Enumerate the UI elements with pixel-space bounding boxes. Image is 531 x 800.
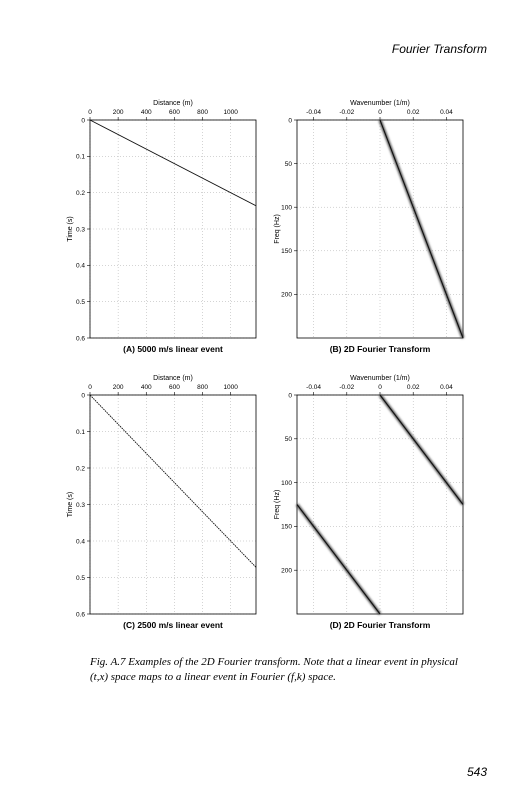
- x-axis-label: Wavenumber (1/m): [350, 375, 410, 382]
- panel-title: (D) 2D Fourier Transform: [330, 620, 431, 630]
- y-tick-label: 0.5: [76, 575, 85, 582]
- x-tick-label: 0.02: [407, 384, 420, 391]
- panel-b: -0.04 -0.02 0 0.02 0.04 0 50 100 150 200 Wavenumbe…: [274, 100, 465, 354]
- y-tick-label: 0.4: [76, 538, 85, 545]
- y-tick-label: 0: [81, 117, 85, 124]
- x-tick-label: 0: [378, 109, 382, 116]
- x-tick-label: 0: [378, 384, 382, 391]
- y-tick-label: 0: [288, 392, 292, 399]
- x-tick-label: -0.04: [306, 384, 321, 391]
- x-tick-label: 0.04: [440, 109, 453, 116]
- running-head: Fourier Transform: [391, 42, 487, 56]
- event-line: [89, 119, 257, 207]
- event-line: [296, 504, 381, 615]
- y-tick-label: 150: [281, 524, 292, 531]
- x-tick-label: 600: [169, 384, 180, 391]
- y-axis-label: Time (s): [67, 492, 74, 517]
- x-tick-label: 0.02: [407, 109, 420, 116]
- x-axis-label: Distance (m): [153, 100, 193, 107]
- x-tick-label: -0.02: [339, 384, 354, 391]
- y-tick-label: 150: [281, 248, 292, 255]
- panel-title: (C) 2500 m/s linear event: [123, 620, 223, 630]
- panel-title: (A) 5000 m/s linear event: [123, 344, 223, 354]
- x-tick-label: 400: [141, 109, 152, 116]
- x-tick-label: 800: [197, 109, 208, 116]
- y-axis-label: Freq (Hz): [274, 214, 281, 244]
- y-tick-label: 0.3: [76, 502, 85, 509]
- panel-title: (B) 2D Fourier Transform: [330, 344, 431, 354]
- x-tick-label: 200: [113, 384, 124, 391]
- event-line: [379, 119, 464, 339]
- x-axis-label: Wavenumber (1/m): [350, 100, 410, 107]
- y-tick-label: 0.4: [76, 263, 85, 270]
- y-tick-label: 0.1: [76, 429, 85, 436]
- y-axis-label: Time (s): [67, 216, 74, 241]
- x-tick-label: 1000: [223, 109, 238, 116]
- x-tick-label: 1000: [223, 384, 238, 391]
- y-tick-label: 0.2: [76, 190, 85, 197]
- y-tick-label: 0: [81, 392, 85, 399]
- y-tick-label: 50: [285, 161, 293, 168]
- y-axis-label: Freq (Hz): [274, 490, 281, 520]
- x-tick-label: 0: [88, 109, 92, 116]
- y-tick-label: 0: [288, 117, 292, 124]
- y-tick-label: 200: [281, 568, 292, 575]
- x-axis-label: Distance (m): [153, 375, 193, 382]
- panel-a: 0 200 400 600 800 1000 0 0.1 0.2 0.3 0.4 0.5 0.6 Dist…: [67, 100, 257, 354]
- event-line: [89, 394, 257, 568]
- x-tick-label: 400: [141, 384, 152, 391]
- y-tick-label: 200: [281, 292, 292, 299]
- y-tick-label: 0.6: [76, 335, 85, 342]
- x-tick-label: 0: [88, 384, 92, 391]
- event-line: [379, 394, 464, 505]
- y-tick-label: 100: [281, 205, 292, 212]
- y-tick-label: 100: [281, 480, 292, 487]
- x-tick-label: 200: [113, 109, 124, 116]
- x-tick-label: -0.04: [306, 109, 321, 116]
- y-tick-label: 0.1: [76, 154, 85, 161]
- figure-caption: Fig. A.7 Examples of the 2D Fourier tran…: [90, 656, 458, 683]
- y-tick-label: 0.3: [76, 226, 85, 233]
- y-tick-label: 50: [285, 436, 293, 443]
- x-tick-label: 800: [197, 384, 208, 391]
- x-tick-label: 600: [169, 109, 180, 116]
- y-tick-label: 0.6: [76, 611, 85, 618]
- x-tick-label: 0.04: [440, 384, 453, 391]
- y-tick-label: 0.5: [76, 299, 85, 306]
- x-tick-label: -0.02: [339, 109, 354, 116]
- page-number: 543: [466, 765, 487, 779]
- panel-c: 0 200 400 600 800 1000 0 0.1 0.2 0.3 0.4 0.5 0.6 Dist…: [67, 375, 257, 630]
- y-tick-label: 0.2: [76, 465, 85, 472]
- panel-d: -0.04 -0.02 0 0.02 0.04 0 50 100 150 200 Wavenumbe…: [274, 375, 465, 630]
